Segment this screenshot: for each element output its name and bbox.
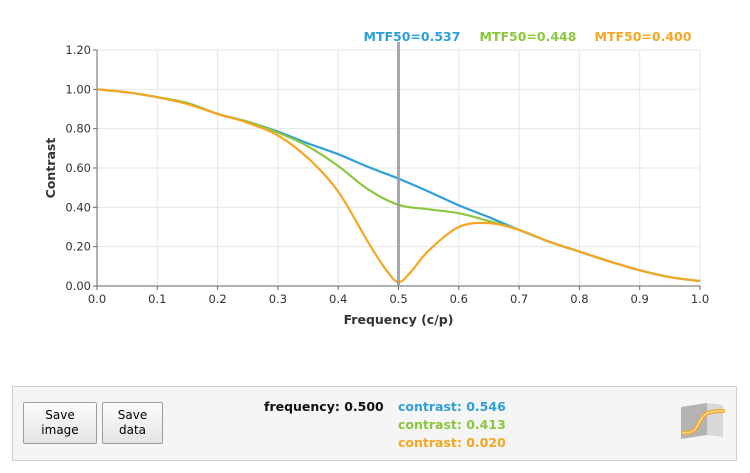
mtf50-label-2: MTF50=0.448 <box>480 29 577 44</box>
y-tick-label: 0.00 <box>65 279 91 293</box>
contrast-readout-3: contrast: 0.020 <box>398 435 506 450</box>
y-tick-label: 1.00 <box>65 82 91 96</box>
x-tick-label: 0.9 <box>631 292 649 306</box>
y-tick-label: 0.20 <box>65 240 91 254</box>
y-tick-label: 0.60 <box>65 161 91 175</box>
readout-panel: Save image Save data frequency: 0.500 co… <box>12 386 737 461</box>
y-tick-label: 0.40 <box>65 200 91 214</box>
x-tick-label: 0.4 <box>329 292 347 306</box>
y-tick-label: 0.80 <box>65 122 91 136</box>
mtf-chart[interactable]: 0.0 0.1 0.2 0.3 0.4 0.5 0.6 0.7 0.8 0.9 1.0 0.00 0.2… <box>0 0 750 340</box>
x-tick-label: 0.5 <box>389 292 407 306</box>
mtf50-label-1: MTF50=0.537 <box>364 29 461 44</box>
save-image-button[interactable]: Save image <box>23 402 97 444</box>
x-tick-label: 0.8 <box>570 292 588 306</box>
contrast-readout-2: contrast: 0.413 <box>398 417 506 432</box>
x-tick-label: 0.0 <box>88 292 106 306</box>
x-axis-title: Frequency (c/p) <box>344 312 454 327</box>
x-tick-label: 1.0 <box>691 292 709 306</box>
x-tick-label: 0.6 <box>450 292 468 306</box>
contrast-readout-1: contrast: 0.546 <box>398 399 506 414</box>
mtf50-label-3: MTF50=0.400 <box>595 29 692 44</box>
frequency-readout: frequency: 0.500 <box>264 399 384 414</box>
x-tick-label: 0.2 <box>208 292 226 306</box>
x-tick-label: 0.3 <box>269 292 287 306</box>
mtf-curve-logo-icon <box>681 403 725 439</box>
mtf-chart-svg: 0.0 0.1 0.2 0.3 0.4 0.5 0.6 0.7 0.8 0.9 1.0 0.00 0.2… <box>43 29 709 327</box>
y-axis-title: Contrast <box>43 138 58 199</box>
y-tick-label: 1.20 <box>65 43 91 57</box>
x-tick-label: 0.1 <box>148 292 166 306</box>
save-data-button[interactable]: Save data <box>102 402 163 444</box>
x-tick-label: 0.7 <box>510 292 528 306</box>
